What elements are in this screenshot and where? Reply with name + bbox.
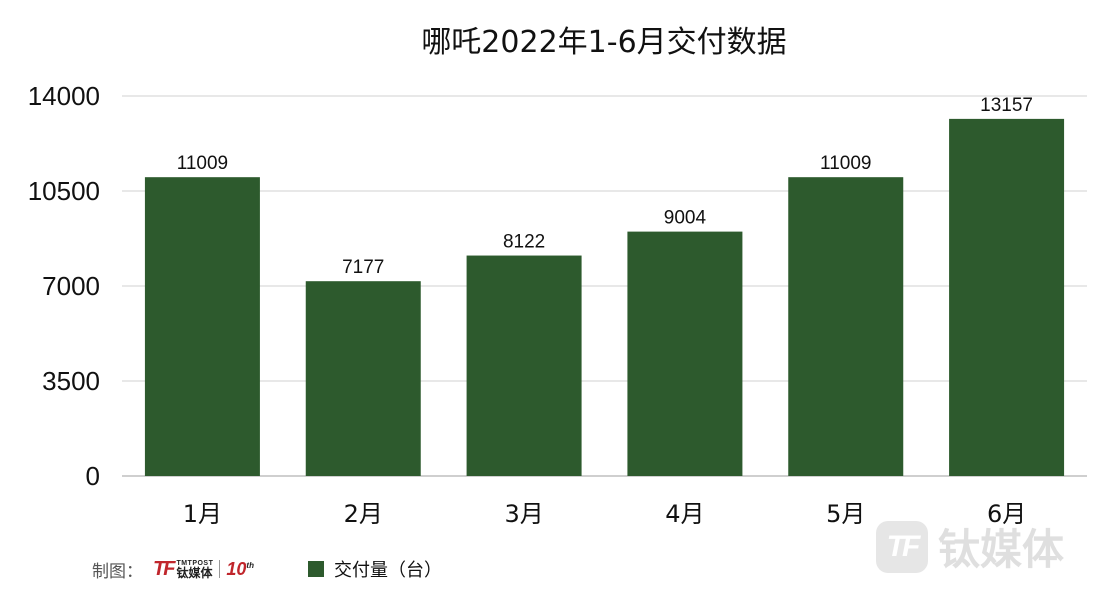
bar xyxy=(627,231,743,476)
data-label: 8122 xyxy=(503,232,545,253)
x-tick-label: 4月 xyxy=(665,500,704,528)
legend: 交付量（台） xyxy=(307,556,442,582)
x-tick-label: 2月 xyxy=(344,500,383,528)
data-label: 11009 xyxy=(177,153,228,174)
y-tick-label: 0 xyxy=(86,461,100,491)
data-label: 7177 xyxy=(342,257,384,278)
bar xyxy=(305,281,421,476)
y-tick-label: 3500 xyxy=(42,366,100,396)
bars xyxy=(144,118,1065,477)
anniversary-suffix: th xyxy=(246,560,254,570)
data-labels: 11009 7177 8122 9004 11009 13157 xyxy=(177,95,1033,278)
data-label: 9004 xyxy=(664,208,707,229)
credit-label: 制图： xyxy=(92,561,143,582)
x-axis-ticks: 1月 2月 3月 4月 5月 6月 xyxy=(183,500,1026,528)
tmtpost-logo-text: TMTPOST 钛媒体 xyxy=(176,560,213,579)
watermark-mark: TF xyxy=(876,520,928,573)
y-tick-label: 7000 xyxy=(42,271,100,301)
y-tick-label: 10500 xyxy=(28,176,100,206)
y-tick-label: 14000 xyxy=(28,81,100,111)
bar xyxy=(144,177,260,477)
chart-footer: 制图： TF TMTPOST 钛媒体 10th 交付量（台） xyxy=(92,556,442,582)
watermark-logo: TF 钛媒体 xyxy=(876,516,1064,577)
legend-swatch xyxy=(307,561,324,577)
bar xyxy=(788,177,904,477)
tmtpost-logo: TF TMTPOST 钛媒体 10th xyxy=(153,558,254,581)
logo-divider xyxy=(219,560,221,578)
data-label: 11009 xyxy=(820,153,871,174)
legend-label: 交付量（台） xyxy=(333,560,442,581)
watermark-text: 钛媒体 xyxy=(938,525,1065,574)
anniversary-number: 10 xyxy=(226,558,247,579)
chart-title: 哪吒2022年1-6月交付数据 xyxy=(421,25,786,60)
x-tick-label: 1月 xyxy=(183,500,222,528)
gridlines xyxy=(122,95,1087,477)
x-tick-label: 3月 xyxy=(504,500,543,528)
x-tick-label: 5月 xyxy=(826,500,865,528)
bar xyxy=(466,255,582,476)
bar xyxy=(949,118,1065,476)
tmtpost-logo-cn: 钛媒体 xyxy=(176,565,213,580)
tmtpost-logo-en: TMTPOST xyxy=(176,559,214,567)
anniversary-badge: 10th xyxy=(226,559,254,580)
data-label: 13157 xyxy=(980,95,1033,116)
tmtpost-logo-mark: TF xyxy=(153,557,175,580)
y-axis-ticks: 0 3500 7000 10500 14000 xyxy=(28,81,100,491)
x-tick-label: 6月 xyxy=(987,500,1026,528)
